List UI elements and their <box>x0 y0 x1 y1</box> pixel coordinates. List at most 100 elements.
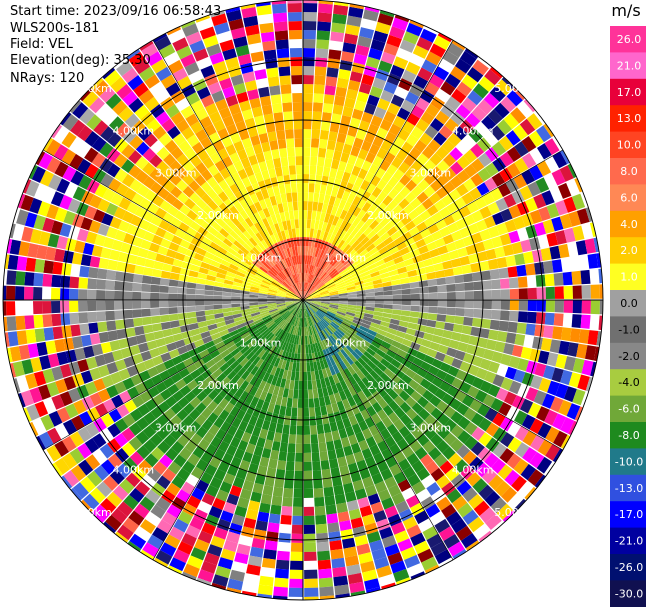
range-gate <box>182 185 195 198</box>
range-gate <box>260 493 272 505</box>
range-gate <box>354 360 364 370</box>
range-gate <box>551 169 566 186</box>
range-gate <box>295 443 303 453</box>
range-gate <box>286 397 293 408</box>
range-gate <box>421 198 434 210</box>
range-gate <box>273 277 282 285</box>
range-gate <box>314 279 321 287</box>
range-gate <box>77 443 92 459</box>
range-gate <box>454 316 465 325</box>
range-gate <box>223 502 237 514</box>
range-gate <box>409 311 420 318</box>
range-gate <box>444 118 459 133</box>
range-gate <box>331 333 340 342</box>
range-gate <box>316 379 322 389</box>
range-gate <box>331 235 339 246</box>
range-gate <box>315 174 323 185</box>
range-gate <box>381 276 391 283</box>
range-gate <box>22 179 32 194</box>
range-gate <box>320 293 330 297</box>
range-gate <box>442 234 454 245</box>
range-gate <box>381 535 397 548</box>
range-gate <box>391 279 401 286</box>
range-gate <box>194 374 206 385</box>
range-gate <box>249 546 264 558</box>
range-gate <box>327 243 335 254</box>
range-gate <box>175 361 187 372</box>
range-gate <box>250 396 260 407</box>
range-gate <box>391 431 404 443</box>
range-gate <box>350 227 360 237</box>
range-gate <box>303 297 312 300</box>
range-ring-label: 2.00km <box>197 379 239 392</box>
range-gate <box>361 111 374 124</box>
range-gate <box>126 254 138 265</box>
range-gate <box>417 179 430 192</box>
range-gate <box>547 380 560 396</box>
range-gate <box>251 537 265 549</box>
range-gate <box>223 540 238 553</box>
range-gate <box>462 509 479 525</box>
range-gate <box>275 317 283 325</box>
range-gate <box>202 335 213 344</box>
range-gate <box>445 467 460 482</box>
range-gate <box>178 222 190 233</box>
range-gate <box>340 152 350 163</box>
range-gate <box>468 335 480 346</box>
range-gate <box>287 389 294 399</box>
range-gate <box>71 252 83 265</box>
range-gate <box>182 374 194 385</box>
range-gate <box>555 354 568 369</box>
range-gate <box>318 3 333 14</box>
range-gate <box>372 279 383 285</box>
range-gate <box>231 333 241 341</box>
range-gate <box>412 232 423 243</box>
range-gate <box>321 273 329 281</box>
range-gate <box>443 167 457 181</box>
range-gate <box>102 67 116 80</box>
range-gate <box>134 104 150 120</box>
range-gate <box>356 290 366 295</box>
range-gate <box>105 290 115 300</box>
range-gate <box>195 294 205 300</box>
range-gate <box>166 482 181 497</box>
range-gate <box>191 258 202 267</box>
range-gate <box>289 288 297 295</box>
range-gate <box>310 246 314 256</box>
range-gate <box>480 270 491 281</box>
range-gate <box>320 272 327 280</box>
range-gate <box>152 527 168 542</box>
range-gate <box>227 370 237 381</box>
range-gate <box>371 413 382 425</box>
range-gate <box>348 415 358 426</box>
range-gate <box>290 325 295 335</box>
range-gate <box>393 193 405 205</box>
range-gate <box>492 427 507 442</box>
range-gate <box>463 273 473 283</box>
range-gate <box>223 279 234 285</box>
range-gate <box>151 268 162 278</box>
range-gate <box>469 456 484 472</box>
range-gate <box>296 300 303 307</box>
range-gate <box>531 249 543 263</box>
range-gate <box>276 304 286 309</box>
range-gate <box>419 210 431 222</box>
range-gate <box>210 332 221 341</box>
range-gate <box>287 314 294 323</box>
range-gate <box>310 219 316 229</box>
range-gate <box>507 437 522 453</box>
range-gate <box>259 456 270 468</box>
range-gate <box>78 312 89 324</box>
range-gate <box>352 383 362 394</box>
range-gate <box>485 514 502 530</box>
range-gate <box>51 301 61 314</box>
range-gate <box>364 309 375 315</box>
range-gate <box>336 132 347 144</box>
range-gate <box>341 473 352 485</box>
range-gate <box>381 316 391 323</box>
range-gate <box>382 404 394 417</box>
range-gate <box>468 494 484 510</box>
range-gate <box>61 263 72 276</box>
range-gate <box>428 300 438 307</box>
range-gate <box>320 304 330 309</box>
